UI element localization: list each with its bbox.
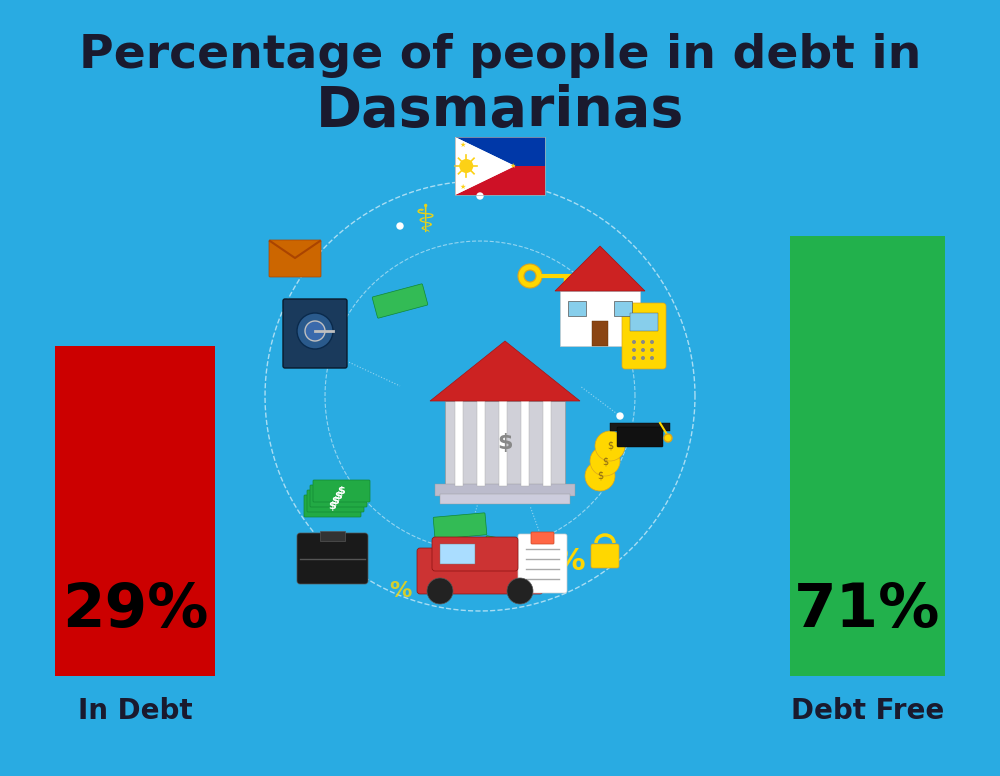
Circle shape — [585, 461, 615, 491]
Text: In Debt: In Debt — [78, 697, 192, 725]
Text: ★: ★ — [510, 163, 516, 169]
Bar — [790, 236, 945, 676]
FancyBboxPatch shape — [269, 240, 321, 277]
Text: $: $ — [328, 501, 336, 511]
Bar — [455, 137, 545, 166]
FancyBboxPatch shape — [622, 303, 666, 369]
Polygon shape — [555, 246, 645, 291]
FancyBboxPatch shape — [307, 490, 364, 512]
Circle shape — [664, 434, 672, 442]
Polygon shape — [455, 137, 515, 195]
Bar — [455, 137, 545, 195]
Circle shape — [524, 270, 536, 282]
Circle shape — [650, 340, 654, 344]
Text: $: $ — [337, 486, 345, 496]
Bar — [440, 544, 475, 564]
FancyBboxPatch shape — [433, 513, 487, 539]
Bar — [320, 531, 345, 541]
Bar — [55, 346, 215, 676]
Circle shape — [322, 348, 328, 354]
Text: %: % — [389, 581, 411, 601]
Text: Dasmarinas: Dasmarinas — [316, 84, 684, 138]
Bar — [445, 401, 565, 486]
Bar — [440, 494, 570, 504]
FancyBboxPatch shape — [417, 548, 543, 594]
Text: $: $ — [331, 496, 339, 506]
Bar — [630, 313, 658, 331]
Text: $: $ — [607, 441, 613, 451]
Circle shape — [641, 356, 645, 360]
Circle shape — [617, 413, 623, 419]
FancyBboxPatch shape — [591, 544, 619, 568]
Bar — [543, 401, 551, 486]
Text: $: $ — [497, 434, 513, 453]
Text: ⚕: ⚕ — [415, 202, 436, 240]
Bar — [477, 401, 485, 486]
Text: 29%: 29% — [62, 581, 208, 640]
Bar — [614, 301, 632, 316]
Text: Percentage of people in debt in: Percentage of people in debt in — [79, 33, 921, 78]
FancyBboxPatch shape — [297, 533, 368, 584]
Circle shape — [397, 223, 403, 229]
FancyBboxPatch shape — [313, 480, 370, 502]
Bar — [455, 137, 545, 195]
Circle shape — [632, 348, 636, 352]
FancyBboxPatch shape — [283, 299, 347, 368]
Bar — [521, 401, 529, 486]
Text: %: % — [555, 546, 585, 576]
FancyBboxPatch shape — [432, 537, 518, 571]
Circle shape — [641, 348, 645, 352]
Bar — [455, 401, 463, 486]
Text: Debt Free: Debt Free — [791, 697, 944, 725]
Circle shape — [650, 348, 654, 352]
Text: $: $ — [334, 491, 342, 501]
Circle shape — [297, 313, 333, 349]
Bar — [499, 401, 507, 486]
Circle shape — [632, 340, 636, 344]
Circle shape — [459, 159, 473, 173]
Bar — [568, 301, 586, 316]
Polygon shape — [430, 341, 580, 401]
Circle shape — [427, 578, 453, 604]
Bar — [610, 423, 670, 431]
Bar — [592, 321, 608, 346]
FancyBboxPatch shape — [617, 427, 663, 447]
FancyBboxPatch shape — [304, 495, 361, 517]
FancyBboxPatch shape — [310, 485, 367, 507]
Text: 71%: 71% — [794, 581, 941, 640]
Circle shape — [305, 321, 325, 341]
Bar — [455, 166, 545, 195]
Circle shape — [477, 193, 483, 199]
Text: $: $ — [597, 471, 603, 481]
Circle shape — [641, 340, 645, 344]
FancyBboxPatch shape — [483, 535, 537, 566]
Text: ★: ★ — [460, 184, 466, 190]
Text: $: $ — [602, 456, 608, 466]
FancyBboxPatch shape — [531, 532, 554, 544]
Circle shape — [590, 446, 620, 476]
Circle shape — [650, 356, 654, 360]
Bar — [435, 484, 575, 496]
Polygon shape — [455, 137, 515, 195]
FancyBboxPatch shape — [372, 284, 428, 318]
FancyBboxPatch shape — [518, 534, 567, 593]
Circle shape — [507, 578, 533, 604]
Circle shape — [595, 431, 625, 461]
Circle shape — [518, 264, 542, 288]
Bar — [560, 291, 640, 346]
Circle shape — [632, 356, 636, 360]
Text: ★: ★ — [460, 142, 466, 148]
